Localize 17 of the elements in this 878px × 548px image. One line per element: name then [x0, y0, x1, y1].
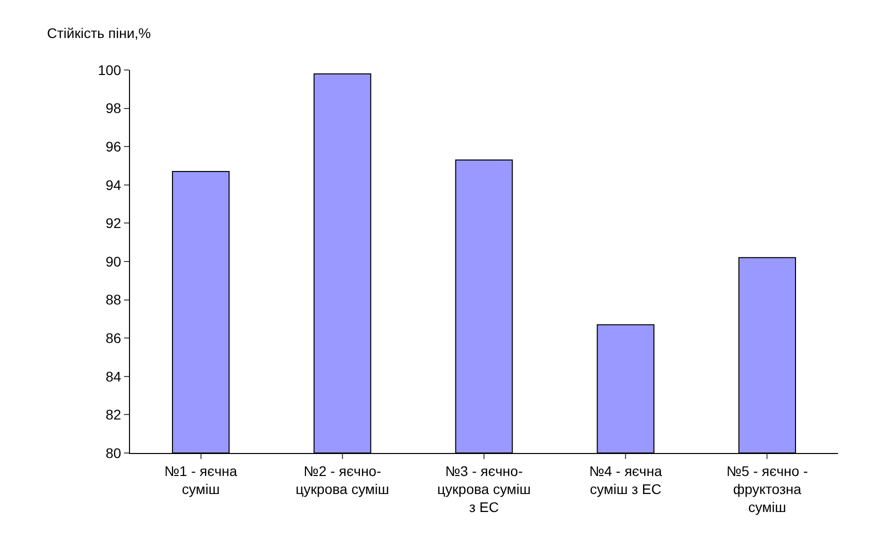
y-tick-label: 90 — [106, 253, 122, 270]
y-tick-label: 98 — [106, 100, 122, 116]
y-tick-label: 92 — [106, 215, 122, 232]
y-tick-label: 100 — [98, 62, 122, 78]
x-tick-label: №3 - яєчно-цукрова суміш з ЕС — [437, 462, 531, 516]
x-tick-label: №4 - яєчна суміш з ЕС — [589, 462, 662, 497]
y-tick-label: 88 — [106, 292, 122, 308]
y-tick-label: 94 — [106, 176, 122, 193]
y-axis-title: Стійкість піни,% — [47, 25, 151, 41]
y-tick-label: 96 — [106, 138, 122, 154]
x-tick-label: №1 - яєчна суміш — [164, 462, 238, 497]
x-tick-label: №2 - яєчно-цукрова суміш — [296, 462, 390, 497]
y-tick-label: 82 — [106, 406, 122, 423]
y-tick-label: 86 — [106, 330, 122, 346]
x-tick-label: №5 - яєчно - фруктозна суміш — [726, 462, 808, 516]
y-tick-label: 80 — [106, 444, 122, 461]
y-tick-label: 84 — [106, 368, 122, 384]
